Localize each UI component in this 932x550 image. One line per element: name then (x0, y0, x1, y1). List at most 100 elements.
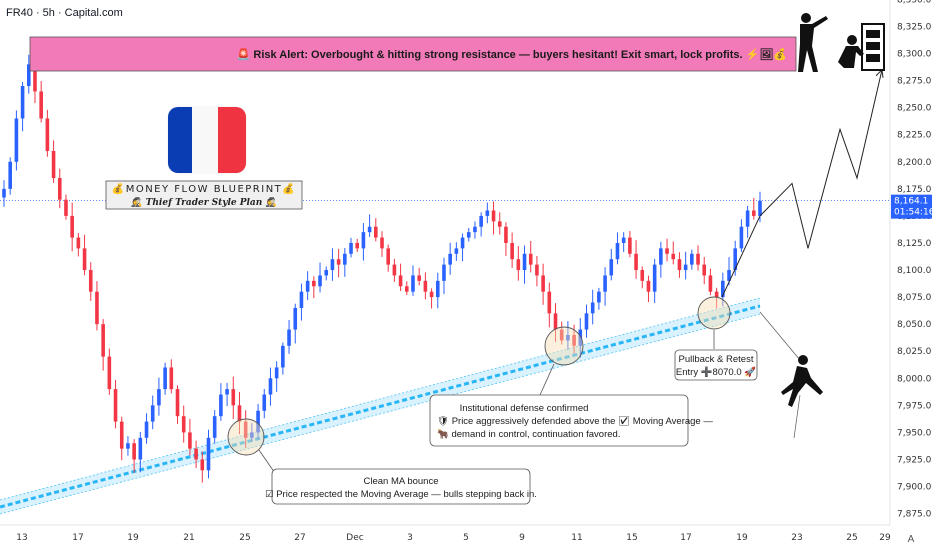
candle (212, 410, 217, 444)
candle (262, 388, 267, 419)
candle (584, 304, 589, 338)
candle (640, 266, 645, 289)
candle (293, 303, 298, 344)
ma-bounce-body: ☑ Price respected the Moving Average — b… (265, 489, 537, 500)
candle (665, 238, 669, 262)
candle (14, 110, 19, 171)
institutional-defense-callout: Institutional defense confirmed 🛡 Price … (429, 394, 713, 447)
candle (132, 439, 136, 473)
candle (225, 382, 229, 407)
candle (2, 180, 6, 207)
price-tick-label: 8,050.0 (897, 320, 932, 330)
candle (566, 321, 570, 350)
candle (305, 271, 310, 301)
money-flow-blueprint-box: 💰MONEY FLOW BLUEPRINT💰 🕵 Thief Trader St… (105, 180, 303, 210)
price-tick-label: 8,300.0 (897, 50, 932, 60)
time-axis[interactable]: 13 17 19 21 25 27 Dec 3 5 9 11 15 17 19 23 25 29 (16, 533, 891, 543)
candle (70, 202, 74, 252)
candle (250, 423, 254, 442)
candle (621, 232, 626, 252)
symbol-label[interactable]: FR40 · 5h · Capital.com (6, 7, 123, 19)
price-tick-label: 7,925.0 (897, 455, 932, 465)
candle (404, 281, 409, 295)
candle (752, 198, 756, 220)
candle (57, 168, 62, 209)
candle (603, 267, 607, 306)
price-tick-label: 8,075.0 (897, 293, 932, 303)
candle (392, 258, 397, 282)
candle (45, 109, 50, 157)
candle (479, 212, 483, 237)
candle (181, 405, 186, 443)
time-tick-label: 23 (791, 533, 802, 543)
candle (82, 234, 87, 276)
candle (107, 348, 112, 395)
price-tick-label: 8,175.0 (897, 185, 932, 195)
moving-average-line (0, 304, 761, 509)
price-tick-label: 8,025.0 (897, 347, 932, 357)
time-tick-label: 11 (571, 533, 582, 543)
projection-path (721, 69, 884, 298)
candle (188, 418, 192, 456)
candle (590, 289, 595, 325)
candle (677, 252, 682, 278)
candle (497, 212, 502, 235)
candle (163, 362, 167, 395)
candle (491, 201, 496, 235)
price-axis[interactable]: 7,875.0 7,900.0 7,925.0 7,950.0 7,975.0 8,000… (897, 0, 932, 520)
price-tick-label: 7,950.0 (897, 428, 932, 438)
time-tick-label: 9 (519, 533, 525, 543)
candle (119, 416, 124, 461)
candle (274, 361, 279, 392)
price-tick-label: 8,250.0 (897, 104, 932, 114)
time-tick-label: 29 (879, 533, 891, 543)
candle (113, 379, 118, 429)
candle (628, 230, 632, 258)
candles (2, 54, 762, 483)
candle (423, 272, 428, 300)
auto-scale-button[interactable]: A (907, 534, 915, 545)
inst-line2: 🐂 demand in control, continuation favore… (437, 428, 620, 440)
entry-line2: Entry ➕8070.0 🚀 (676, 366, 756, 378)
candle (355, 238, 360, 252)
price-tick-label: 8,225.0 (897, 131, 932, 141)
candle (466, 227, 471, 242)
price-tick-label: 8,350.0 (897, 0, 932, 5)
price-tick-label: 7,900.0 (897, 483, 932, 493)
candle (175, 385, 180, 424)
price-tick-label: 8,125.0 (897, 239, 932, 249)
candle (206, 429, 211, 479)
candle (231, 376, 236, 420)
thief-rappelling-silhouette (759, 311, 823, 439)
candle (281, 342, 285, 375)
candle (745, 205, 750, 238)
candle (442, 257, 446, 295)
candle (8, 157, 12, 195)
thief-safe-silhouette (838, 23, 885, 71)
candle (553, 303, 558, 342)
candle (411, 265, 415, 296)
institutional-defense-circle (544, 326, 584, 366)
candle (268, 367, 273, 406)
last-price-value: 8,164.1 (894, 197, 928, 207)
candle (367, 214, 372, 237)
blueprint-subtitle: 🕵 Thief Trader Style Plan 🕵 (131, 196, 279, 208)
ma-bounce-title: Clean MA bounce (364, 476, 439, 487)
candle (634, 240, 638, 279)
pullback-entry-callout: Pullback & Retest Entry ➕8070.0 🚀 (674, 349, 758, 381)
candle (460, 233, 465, 262)
time-tick-label: 15 (626, 533, 637, 543)
candle (64, 194, 68, 220)
candle (330, 248, 335, 281)
candle (721, 272, 725, 307)
candle (169, 359, 174, 394)
candle (88, 262, 93, 301)
ma-channel-upper (0, 297, 761, 501)
candle (547, 282, 552, 328)
candle (20, 81, 25, 132)
entry-to-projection-line (721, 215, 761, 298)
candle (690, 249, 694, 270)
candle (615, 232, 620, 265)
